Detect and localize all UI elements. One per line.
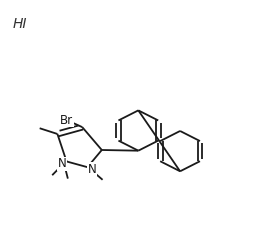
Text: Br: Br (60, 114, 73, 127)
Text: N: N (88, 163, 97, 176)
Text: N: N (57, 157, 66, 170)
Text: HI: HI (13, 17, 28, 31)
